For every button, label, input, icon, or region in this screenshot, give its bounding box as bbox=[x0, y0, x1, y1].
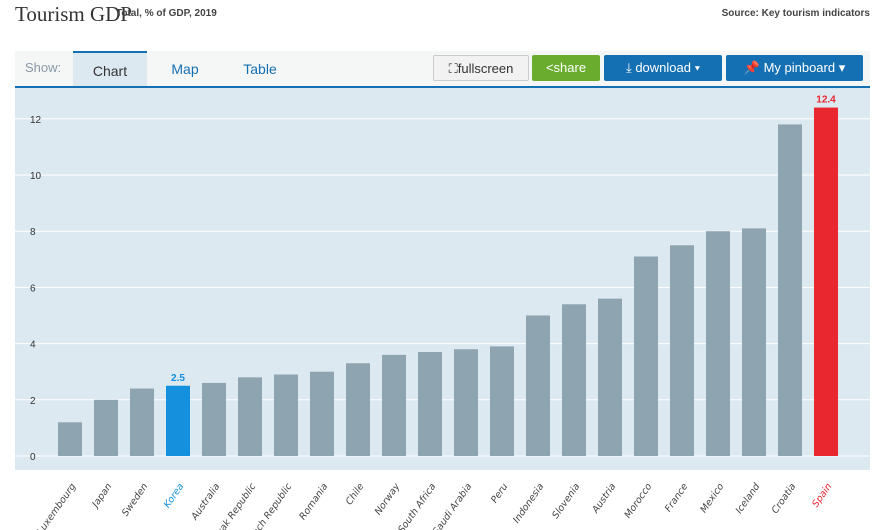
y-tick-label: 4 bbox=[30, 340, 36, 351]
x-tick-label: Austria bbox=[590, 481, 619, 516]
bar-spain bbox=[814, 107, 838, 456]
x-tick-label: Australia bbox=[189, 481, 223, 523]
bar-saudi-arabia bbox=[454, 349, 478, 456]
show-label: Show: bbox=[25, 60, 62, 75]
x-tick-label: France bbox=[663, 481, 691, 514]
fullscreen-icon: ⛶ bbox=[448, 61, 458, 76]
share-button[interactable]: <share bbox=[532, 55, 600, 81]
bar-indonesia bbox=[526, 315, 550, 456]
x-tick-label: Slovenia bbox=[550, 481, 582, 521]
tab-map[interactable]: Map bbox=[171, 61, 199, 77]
x-tick-label: Mexico bbox=[698, 481, 726, 515]
y-tick-label: 10 bbox=[30, 171, 42, 182]
data-label: 12.4 bbox=[816, 95, 836, 106]
bar-slovak-republic bbox=[238, 377, 262, 456]
x-tick-label: Morocco bbox=[623, 481, 655, 520]
x-tick-label: Peru bbox=[489, 481, 510, 505]
x-tick-label: Croatia bbox=[770, 481, 799, 516]
y-tick-label: 2 bbox=[30, 396, 36, 407]
x-tick-label: Luxembourg bbox=[35, 481, 78, 530]
bar-austria bbox=[598, 298, 622, 456]
bar-peru bbox=[490, 346, 514, 456]
bar-romania bbox=[310, 371, 334, 456]
pinboard-button[interactable]: 📌 My pinboard ▾ bbox=[726, 55, 863, 81]
bar-sweden bbox=[130, 388, 154, 456]
y-tick-label: 0 bbox=[30, 452, 36, 463]
source-link[interactable]: Source: Key tourism indicators bbox=[721, 8, 870, 19]
subtitle: Total, % of GDP, 2019 bbox=[116, 8, 217, 19]
y-tick-label: 6 bbox=[30, 283, 36, 294]
x-tick-label: Chile bbox=[344, 481, 367, 507]
bar-chile bbox=[346, 363, 370, 456]
pin-icon: 📌 bbox=[743, 60, 764, 75]
x-tick-label: Korea bbox=[162, 481, 187, 510]
bar-australia bbox=[202, 382, 226, 456]
download-button[interactable]: ⤓ download ▾ bbox=[604, 55, 722, 81]
bar-morocco bbox=[634, 256, 658, 456]
share-icon: < bbox=[545, 60, 554, 75]
bar-japan bbox=[94, 399, 118, 456]
bar-mexico bbox=[706, 231, 730, 456]
x-tick-label: South Africa bbox=[396, 481, 438, 530]
x-tick-label: Romania bbox=[297, 481, 330, 522]
fullscreen-button[interactable]: ⛶fullscreen bbox=[433, 55, 529, 81]
x-tick-label: Spain bbox=[810, 481, 834, 509]
download-icon: ⤓ bbox=[625, 60, 636, 75]
page-title: Tourism GDP bbox=[15, 2, 132, 26]
bar-france bbox=[670, 245, 694, 456]
bar-korea bbox=[166, 385, 190, 456]
bar-norway bbox=[382, 354, 406, 456]
tab-chart[interactable]: Chart bbox=[73, 51, 147, 86]
x-tick-label: Iceland bbox=[734, 481, 763, 516]
toolbar: Show: Chart Map Table ⛶fullscreen <share… bbox=[15, 51, 870, 88]
y-tick-label: 8 bbox=[30, 227, 36, 238]
bar-south-africa bbox=[418, 352, 442, 456]
x-tick-label: Indonesia bbox=[511, 481, 546, 525]
bar-czech-republic bbox=[274, 374, 298, 456]
y-tick-label: 12 bbox=[30, 115, 42, 126]
bar-croatia bbox=[778, 124, 802, 457]
x-tick-label: Norway bbox=[373, 481, 403, 517]
bar-iceland bbox=[742, 228, 766, 456]
bar-luxembourg bbox=[58, 422, 82, 456]
data-label: 2.5 bbox=[171, 373, 185, 384]
x-tick-label: Japan bbox=[89, 481, 114, 511]
tab-table[interactable]: Table bbox=[243, 61, 277, 77]
x-tick-label: Sweden bbox=[120, 481, 151, 518]
bar-slovenia bbox=[562, 304, 586, 456]
